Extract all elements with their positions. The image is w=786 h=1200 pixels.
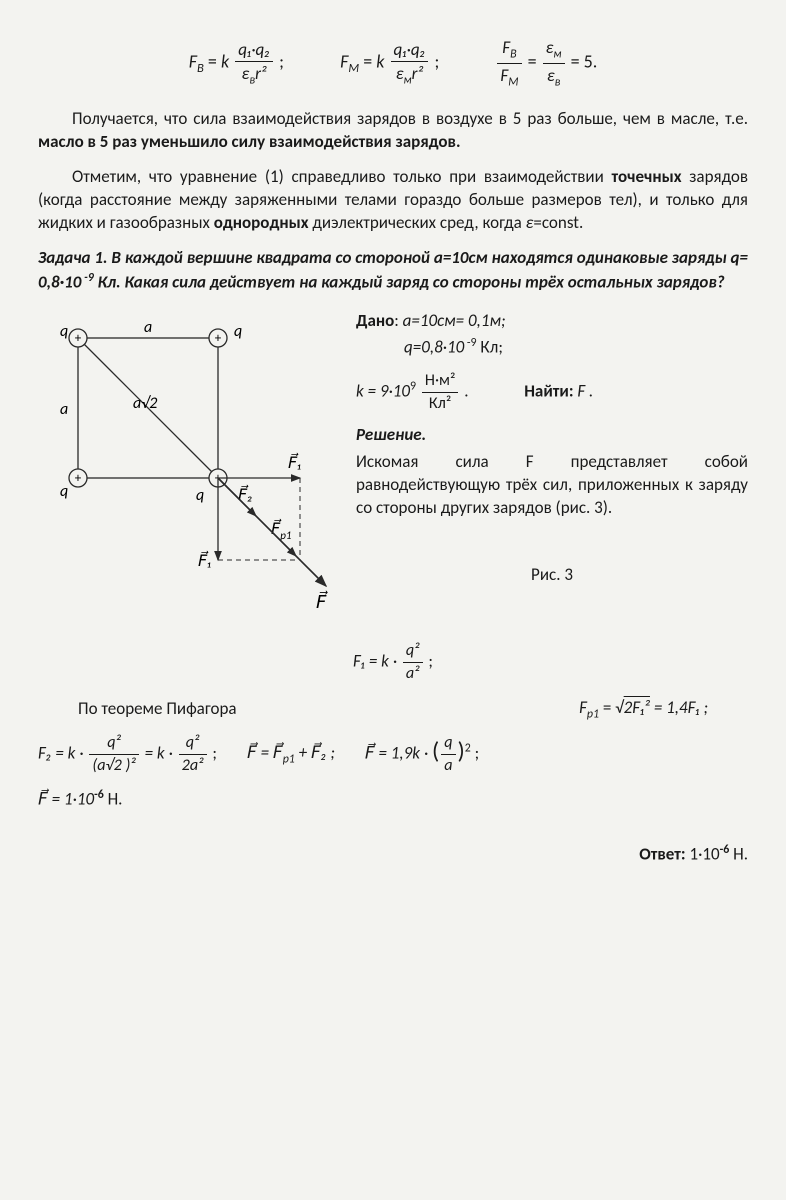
svg-text:F⃗p1: F⃗p1 (271, 518, 291, 542)
paragraph-1: Получается, что сила взаимодействия заря… (38, 108, 748, 154)
svg-text:q: q (234, 322, 242, 341)
svg-text:F⃗₂: F⃗₂ (238, 484, 253, 505)
svg-text:q: q (60, 482, 68, 501)
problem-1-statement: Задача 1. В каждой вершине квадрата со с… (38, 247, 748, 295)
given-block: Дано: a=10см= 0,1м; q=0,8·10 -9 Кл; k = … (356, 310, 748, 414)
svg-text:q: q (196, 486, 204, 505)
eq-f1: F₁ = k · q²a² ; (38, 640, 748, 685)
svg-text:a: a (60, 400, 68, 419)
svg-text:a√2: a√2 (133, 394, 157, 413)
svg-text:F⃗₁: F⃗₁ (198, 550, 211, 571)
svg-text:F⃗: F⃗ (316, 591, 328, 613)
paragraph-2: Отметим, что уравнение (1) справедливо т… (38, 166, 748, 235)
svg-text:F⃗₁: F⃗₁ (288, 452, 301, 473)
solution-header: Решение. (356, 424, 748, 447)
eq-f-value: F⃗ = 1·10-6 Н. (38, 787, 748, 812)
eq-pythagoras-row: По теореме Пифагора Fp1 = √2F₁² = 1,4F₁ … (38, 697, 748, 722)
find-label: Найти: (524, 380, 573, 401)
svg-text:+: + (215, 331, 222, 346)
figure-3: + + + + q q q q a a a√2 F⃗₁ F⃗₁ F⃗₂ (38, 308, 338, 628)
figure-caption: Рис. 3 (356, 564, 748, 587)
svg-text:+: + (75, 331, 82, 346)
coulomb-equations: FВ = k q₁·q₂εвr² ; FМ = k q₁·q₂εмr² ; FВ… (38, 36, 748, 90)
eq-bottom-row: F₂ = k · q²(a√2 )² = k · q²2a² ; F⃗ = F⃗… (38, 732, 748, 777)
svg-text:a: a (144, 318, 152, 337)
answer-line: Ответ: 1·10-6 Н. (38, 842, 748, 867)
svg-text:q: q (60, 322, 68, 341)
solution-text: Искомая сила F представляет собой равнод… (356, 451, 748, 520)
svg-text:+: + (75, 471, 82, 486)
